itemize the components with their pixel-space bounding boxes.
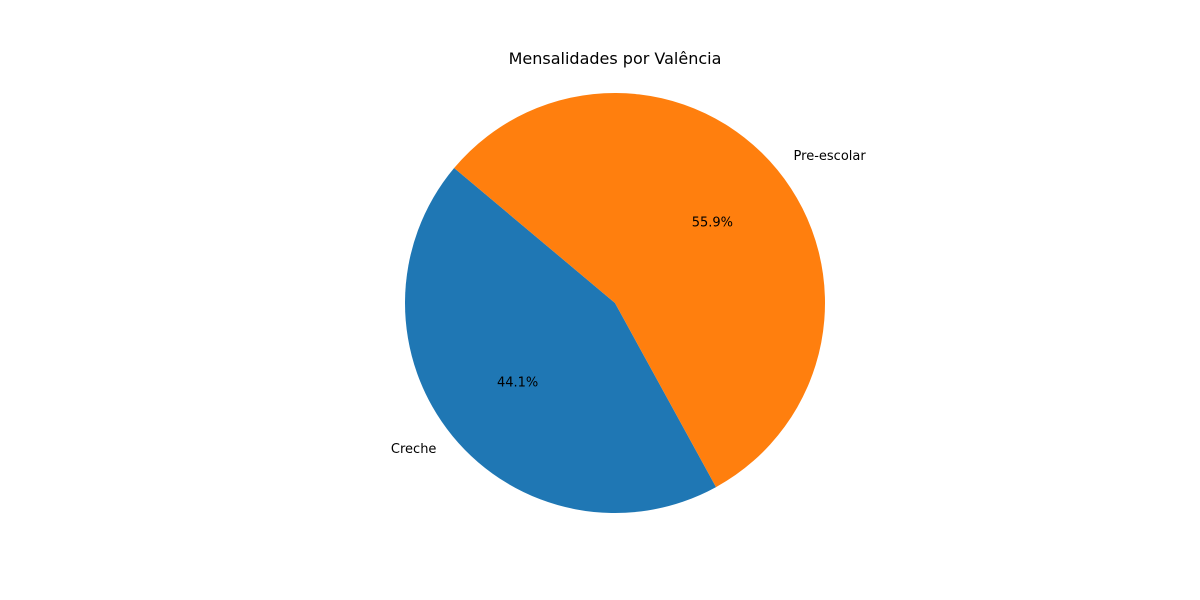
pie-slice-pre-escolar [454,93,825,488]
chart-title: Mensalidades por Valência [509,49,722,68]
pie-slices [404,93,825,514]
slice-label-creche: Creche [391,442,437,457]
slice-percent-label-creche: 44.1% [497,375,538,390]
pie-slice-creche [404,168,717,514]
slice-label-pre-escolar: Pre-escolar [794,149,867,164]
pie-labels: Creche 44.1% Pre-escolar 55.9% [391,149,866,457]
slice-percent-label-pre-escolar: 55.9% [692,216,733,231]
